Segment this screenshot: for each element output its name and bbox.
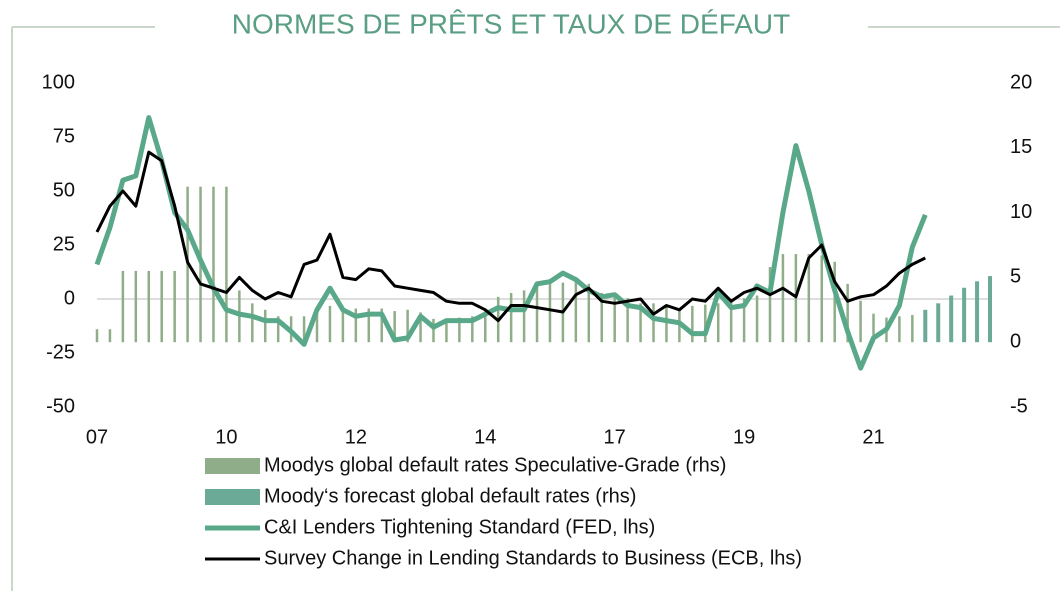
bar: [742, 298, 746, 343]
bar: [108, 329, 112, 343]
line: [95, 150, 926, 323]
bar: [380, 308, 383, 343]
bar: [859, 300, 862, 343]
bar: [302, 316, 306, 343]
bar: [807, 254, 811, 343]
y2-tick-label: 10: [1010, 201, 1032, 223]
bar: [587, 283, 591, 343]
x-tick-label: 21: [862, 426, 884, 448]
bar: [471, 316, 474, 343]
y2-tick-label: 20: [1010, 71, 1032, 93]
bar: [445, 318, 448, 343]
bar: [833, 261, 836, 343]
y2-tick-label: 15: [1010, 136, 1032, 158]
line: [94, 115, 928, 371]
bar: [548, 283, 552, 343]
bar: [716, 303, 720, 343]
bar: [367, 308, 371, 343]
bar: [755, 295, 759, 343]
bar: [665, 307, 668, 343]
chart-title: NORMES DE PRÊTS ET TAUX DE DÉFAUT: [232, 8, 791, 39]
bar: [341, 307, 345, 343]
y-tick-label: 75: [53, 125, 75, 147]
bar: [872, 313, 875, 343]
bar: [393, 311, 396, 343]
bar: [263, 309, 267, 343]
bar: [613, 295, 616, 343]
x-tick-label: 17: [604, 426, 626, 448]
x-tick-label: 14: [474, 426, 496, 448]
legend-label: Survey Change in Lending Standards to Bu…: [264, 547, 802, 569]
bar: [962, 287, 967, 343]
y-tick-label: 50: [53, 179, 75, 201]
y-tick-label: -25: [46, 341, 75, 363]
bar: [923, 309, 928, 343]
bar: [639, 303, 642, 343]
y-tick-label: 25: [53, 233, 75, 255]
bar: [729, 300, 733, 343]
x-tick-label: 19: [733, 426, 755, 448]
bar: [509, 292, 513, 343]
bar: [600, 292, 603, 343]
bar: [704, 304, 707, 343]
bar: [121, 270, 125, 343]
y-tick-label: 0: [64, 287, 75, 309]
bar: [328, 305, 332, 343]
legend-swatch: [205, 489, 260, 505]
bar: [522, 290, 526, 343]
x-tick-label: 07: [86, 426, 108, 448]
bar: [846, 283, 849, 343]
bar: [652, 303, 655, 343]
y-tick-label: 100: [42, 71, 75, 93]
bar: [949, 295, 954, 343]
y2-tick-label: -5: [1010, 395, 1028, 417]
legend-label: Moodys global default rates Speculative-…: [264, 454, 726, 476]
bar: [95, 329, 99, 343]
bar: [419, 312, 422, 343]
bar: [458, 317, 461, 343]
bar: [975, 281, 980, 343]
bar: [691, 305, 694, 343]
bar: [432, 318, 435, 343]
y2-tick-label: 0: [1010, 330, 1021, 352]
legend-label: Moody‘s forecast global default rates (r…: [264, 485, 636, 507]
y2-tick-label: 5: [1010, 266, 1021, 288]
bar: [574, 281, 578, 343]
bar: [626, 298, 629, 343]
bar: [147, 270, 151, 343]
bar: [988, 276, 992, 343]
bar: [535, 286, 539, 343]
bar: [768, 267, 772, 343]
legend-swatch: [205, 458, 260, 474]
x-tick-label: 12: [345, 426, 367, 448]
bar: [134, 270, 138, 343]
bar: [898, 316, 901, 343]
y-tick-label: -50: [46, 395, 75, 417]
bar: [484, 309, 487, 343]
x-tick-label: 10: [215, 426, 237, 448]
bar: [406, 309, 409, 343]
bar: [911, 314, 914, 343]
bar: [820, 255, 824, 343]
legend-label: C&I Lenders Tightening Standard (FED, lh…: [264, 516, 655, 538]
bar: [276, 316, 280, 343]
bar: [173, 270, 176, 343]
bar: [251, 303, 254, 343]
bar: [225, 186, 228, 343]
bar: [160, 270, 163, 343]
bar: [781, 254, 785, 343]
bar: [212, 186, 215, 343]
bar: [315, 309, 319, 343]
bar: [354, 308, 358, 343]
bar: [936, 303, 941, 343]
